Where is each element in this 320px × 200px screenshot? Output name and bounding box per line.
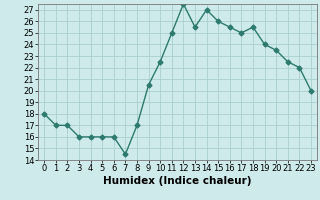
- X-axis label: Humidex (Indice chaleur): Humidex (Indice chaleur): [103, 176, 252, 186]
